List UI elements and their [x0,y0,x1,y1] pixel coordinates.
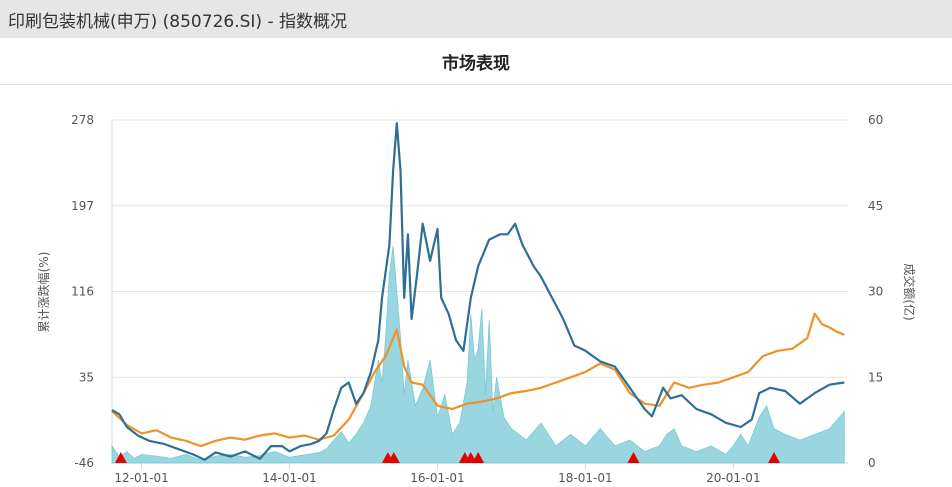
right-tick-label: 15 [868,370,883,384]
index-line [111,122,845,461]
left-axis-ticks: 278 197 116 35 -46 [71,113,94,470]
x-axis-ticks: 12-01-01 14-01-01 16-01-01 18-01-01 20-01-01 [114,463,761,485]
volume-series [111,245,845,464]
x-tick-label: 12-01-01 [114,471,168,485]
x-tick-label: 20-01-01 [706,471,760,485]
event-marker [768,452,781,463]
right-tick-label: 30 [868,285,883,299]
x-tick-label: 18-01-01 [558,471,612,485]
left-tick-label: 278 [71,113,94,127]
event-markers [114,452,781,463]
performance-chart: 278 197 116 35 -46 60 45 30 15 0 12-01-01 14-01-0… [36,113,917,485]
y-axis-title-right: 成交额(亿) [902,263,917,320]
right-tick-label: 60 [868,113,883,127]
x-tick-label: 16-01-01 [410,471,464,485]
volume-area [111,245,845,464]
x-tick-label: 14-01-01 [262,471,316,485]
title-bar: 印刷包装机械(申万) (850726.SI) - 指数概况 [0,0,952,38]
event-marker [472,452,485,463]
left-tick-label: 35 [79,370,94,384]
right-tick-label: 45 [868,199,883,213]
event-marker [387,452,400,463]
y-axis-title-left: 累计涨跌幅(%) [36,252,51,333]
chart-header: 市场表现 [0,38,952,85]
chart-area: 278 197 116 35 -46 60 45 30 15 0 12-01-01 14-01-0… [0,85,952,487]
left-tick-label: 116 [71,285,94,299]
benchmark-line [111,312,845,448]
right-tick-label: 0 [868,456,876,470]
series-lines [111,122,845,461]
event-marker [627,452,640,463]
event-marker [114,452,127,463]
left-tick-label: 197 [71,199,94,213]
chart-title: 市场表现 [442,53,510,74]
right-axis-ticks: 60 45 30 15 0 [868,113,883,470]
page-title: 印刷包装机械(申万) (850726.SI) - 指数概况 [8,11,347,32]
left-tick-label: -46 [74,456,94,470]
